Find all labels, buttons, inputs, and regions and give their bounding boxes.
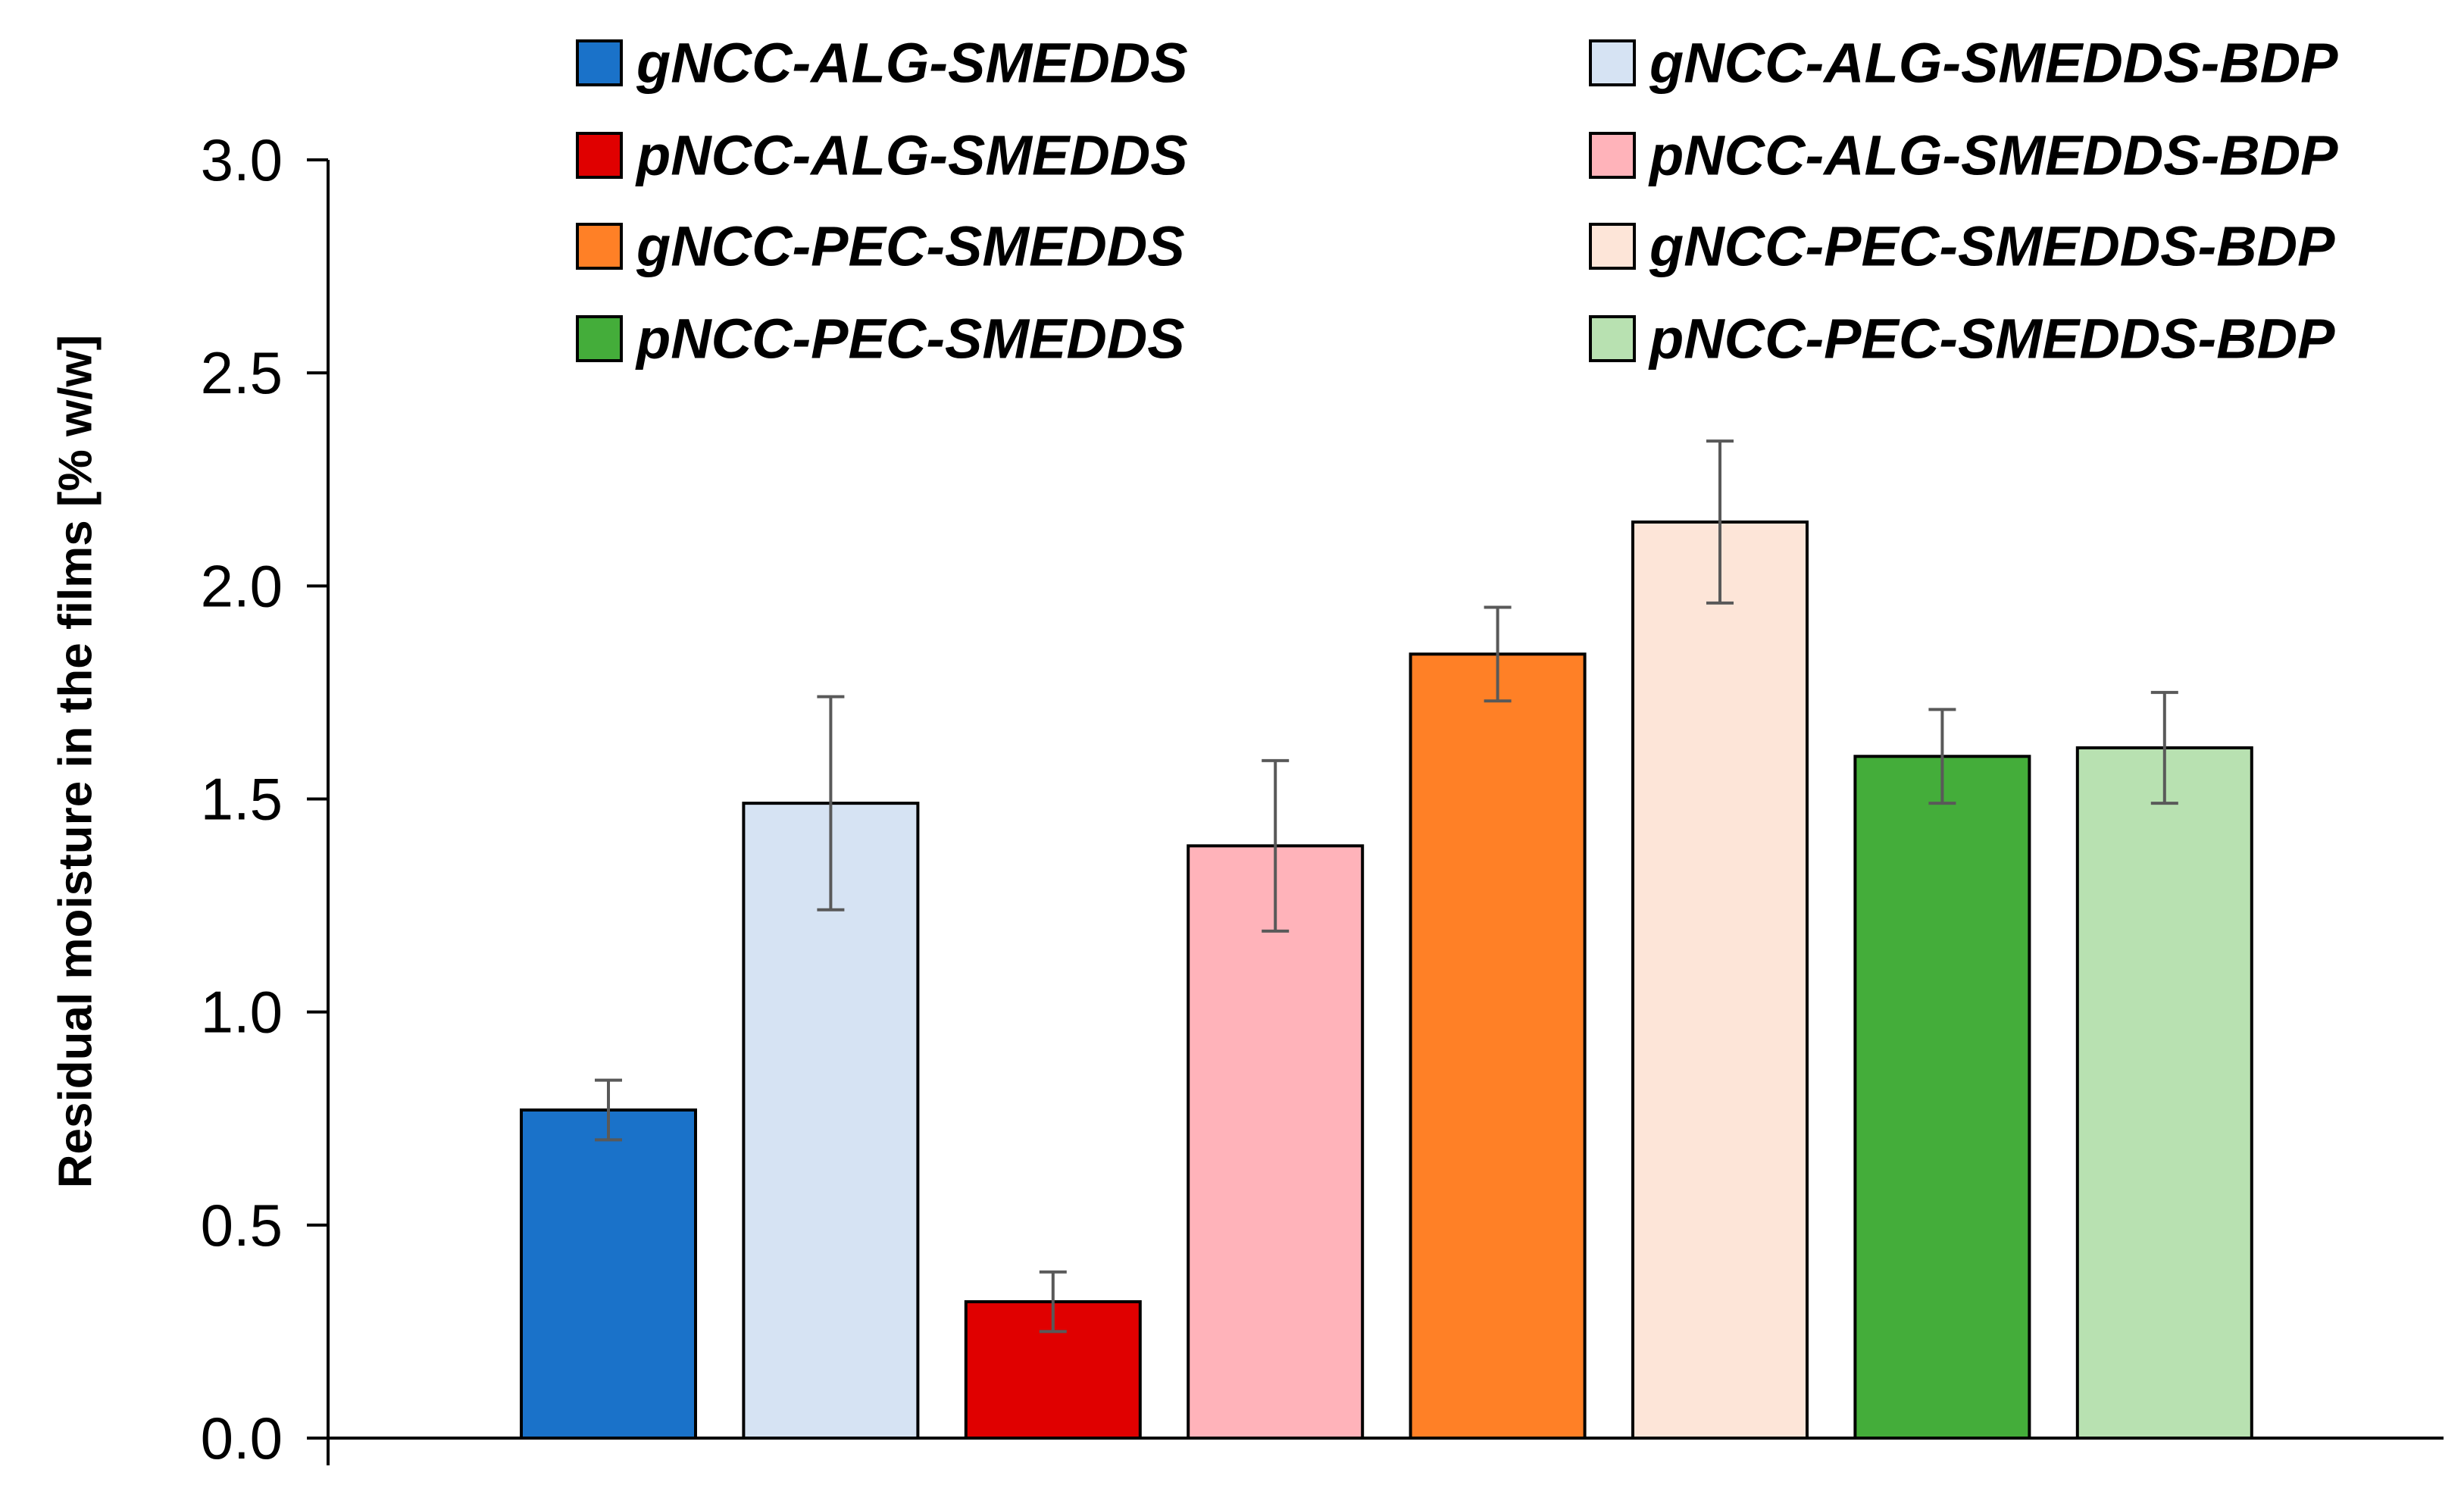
legend-item-gncc-pec-smedds-bdp: gNCC-PEC-SMEDDS-BDP <box>1589 215 2335 278</box>
y-tick-label: 2.0 <box>201 552 283 619</box>
error-bar-pncc-alg-smedds <box>1039 1270 1067 1334</box>
y-tick-label: 3.0 <box>201 127 283 193</box>
legend-label: pNCC-PEC-SMEDDS <box>635 308 1185 371</box>
y-axis-title: Residual moisture in the films [% w/w] <box>50 335 102 1189</box>
error-bar-gncc-alg-smedds-bdp <box>817 695 845 911</box>
legend-label: gNCC-ALG-SMEDDS-BDP <box>1649 32 2338 95</box>
legend-item-pncc-alg-smedds-bdp: pNCC-ALG-SMEDDS-BDP <box>1589 124 2338 187</box>
legend-item-pncc-pec-smedds: pNCC-PEC-SMEDDS <box>576 308 1185 371</box>
error-bars <box>595 439 2178 1334</box>
legend-swatch <box>576 223 623 270</box>
bar-gncc-pec-smedds-bdp <box>1631 520 1809 1440</box>
error-bar-gncc-pec-smedds <box>1484 605 1512 703</box>
bar-gncc-alg-smedds <box>520 1108 697 1440</box>
legend-item-gncc-alg-smedds-bdp: gNCC-ALG-SMEDDS-BDP <box>1589 32 2338 95</box>
legend-swatch <box>1589 132 1636 179</box>
legend-label: pNCC-ALG-SMEDDS-BDP <box>1648 124 2338 187</box>
y-tick-label: 0.5 <box>201 1192 283 1259</box>
error-bar-gncc-alg-smedds <box>595 1078 622 1142</box>
error-bar-pncc-alg-smedds-bdp <box>1262 758 1290 933</box>
legend-swatch <box>1589 315 1636 362</box>
y-tick-label: 1.5 <box>201 766 283 833</box>
legend-label: pNCC-PEC-SMEDDS-BDP <box>1648 308 2335 371</box>
y-axis: 0.0 0.5 1.0 1.5 2.0 2.5 3.0 <box>201 127 2444 1471</box>
legend-label: pNCC-ALG-SMEDDS <box>635 124 1188 187</box>
legend-item-pncc-alg-smedds: pNCC-ALG-SMEDDS <box>576 124 1188 187</box>
legend-item-pncc-pec-smedds-bdp: pNCC-PEC-SMEDDS-BDP <box>1589 308 2335 371</box>
legend-item-gncc-alg-smedds: gNCC-ALG-SMEDDS <box>576 32 1188 95</box>
y-tick-label: 2.5 <box>201 339 283 406</box>
legend-swatch <box>576 132 623 179</box>
y-tick-label: 0.0 <box>201 1405 283 1471</box>
legend: gNCC-ALG-SMEDDS gNCC-ALG-SMEDDS-BDP pNCC-A… <box>576 32 2338 371</box>
legend-label: gNCC-PEC-SMEDDS-BDP <box>1649 215 2335 278</box>
legend-swatch <box>576 315 623 362</box>
bar-pncc-pec-smedds <box>1853 755 2031 1440</box>
legend-item-gncc-pec-smedds: gNCC-PEC-SMEDDS <box>576 215 1185 278</box>
bar-pncc-pec-smedds-bdp <box>2075 746 2253 1440</box>
legend-swatch <box>1589 39 1636 86</box>
legend-label: gNCC-ALG-SMEDDS <box>636 32 1188 95</box>
error-bar-gncc-pec-smedds-bdp <box>1706 439 1734 605</box>
legend-label: gNCC-PEC-SMEDDS <box>636 215 1185 278</box>
bars <box>520 520 2253 1440</box>
legend-swatch <box>576 39 623 86</box>
legend-swatch <box>1589 223 1636 270</box>
bar-gncc-pec-smedds <box>1409 652 1587 1440</box>
y-tick-label: 1.0 <box>201 979 283 1046</box>
error-bar-pncc-pec-smedds <box>1928 708 1956 805</box>
error-bar-pncc-pec-smedds-bdp <box>2150 690 2178 805</box>
bar-pncc-alg-smedds-bdp <box>1187 844 1365 1440</box>
